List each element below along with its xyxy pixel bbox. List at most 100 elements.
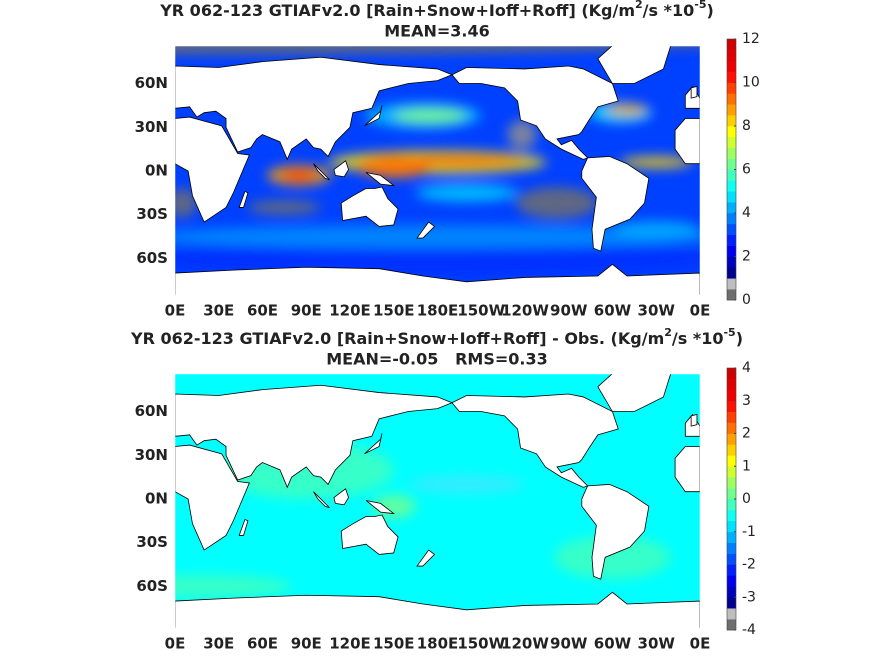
land xyxy=(238,190,249,208)
lon-label: 120E xyxy=(329,302,371,320)
colorbar-segment xyxy=(727,289,736,301)
title-text: ) xyxy=(706,1,713,20)
colorbar-tick-label: 8 xyxy=(742,118,751,134)
lon-label: 60W xyxy=(594,302,632,320)
land xyxy=(581,484,650,580)
title-text: /s *10 xyxy=(643,1,695,20)
colorbar-tick-label: 0 xyxy=(742,491,751,507)
land xyxy=(597,374,672,412)
lon-label: 0E xyxy=(165,635,186,653)
colorbar-segment xyxy=(727,136,736,149)
land xyxy=(238,518,249,536)
lon-label: 150E xyxy=(373,635,415,653)
colorbar-segment xyxy=(727,378,736,391)
lon-label: 150W xyxy=(457,635,505,653)
colorbar-segment xyxy=(727,278,736,290)
colorbar-segment xyxy=(727,213,736,225)
lon-label: 120W xyxy=(501,635,549,653)
field-blob xyxy=(357,154,431,179)
colorbar-segment xyxy=(727,389,736,402)
colorbar-tick-label: 1 xyxy=(742,458,751,474)
field-blob xyxy=(619,156,693,169)
land xyxy=(451,65,619,160)
colorbar-segment xyxy=(727,575,736,587)
land xyxy=(175,56,454,161)
lat-label: 60S xyxy=(136,249,168,267)
colorbar-segment xyxy=(727,619,736,631)
colorbar-segment xyxy=(727,126,736,138)
lon-label: 30W xyxy=(638,635,676,653)
field-blob xyxy=(393,108,467,123)
land xyxy=(333,160,349,178)
lon-label: 150W xyxy=(457,302,505,320)
colorbar-segment xyxy=(727,223,736,236)
colorbar-segment xyxy=(727,60,736,72)
title-superscript: -5 xyxy=(723,326,735,339)
colorbar-segment xyxy=(727,488,736,500)
colorbar-segment xyxy=(727,499,736,511)
colorbar-tick-label: 0 xyxy=(742,292,751,308)
land xyxy=(313,491,330,509)
colorbar-segment xyxy=(727,509,736,522)
colorbar-segment xyxy=(727,477,736,489)
colorbar-segment xyxy=(727,169,736,181)
colorbar-segment xyxy=(727,564,736,576)
field-blob xyxy=(247,200,321,215)
land xyxy=(690,413,698,427)
land xyxy=(416,221,436,239)
field-blob xyxy=(507,119,537,150)
colorbar-segment xyxy=(727,411,736,423)
colorbar-segment xyxy=(727,39,736,51)
field xyxy=(175,374,700,628)
colorbar-segment xyxy=(727,256,736,268)
field-blob xyxy=(554,535,671,580)
field-blob xyxy=(612,220,700,239)
land xyxy=(313,163,330,181)
colorbar-segment xyxy=(727,158,736,170)
panel-stats: MEAN=3.46 xyxy=(384,22,490,41)
colorbar-segment xyxy=(727,234,736,246)
field xyxy=(175,46,700,295)
lat-label: 30S xyxy=(136,205,168,223)
lon-label: 90W xyxy=(550,302,588,320)
lon-label: 180E xyxy=(417,635,459,653)
colorbar-segment xyxy=(727,597,736,609)
lat-label: 30S xyxy=(136,533,168,551)
colorbar-segment xyxy=(727,93,736,105)
land xyxy=(175,444,250,551)
land xyxy=(690,85,698,99)
colorbar-tick-label: -2 xyxy=(742,557,756,573)
colorbar-tick-label: 2 xyxy=(742,426,751,442)
colorbar-tick-label: 4 xyxy=(742,360,751,376)
lon-label: 120W xyxy=(501,302,549,320)
land xyxy=(333,488,349,506)
colorbar-segment xyxy=(727,542,736,554)
colorbar-tick-label: 6 xyxy=(742,162,751,178)
panel-title: YR 062-123 GTIAFv2.0 [Rain+Snow+Ioff+Rof… xyxy=(130,326,743,348)
land xyxy=(416,549,436,567)
colorbar-tick-label: 2 xyxy=(742,249,751,265)
map-frame xyxy=(174,373,701,629)
colorbar-segment xyxy=(727,267,736,279)
colorbar-tick-label: -3 xyxy=(742,589,756,605)
lat-label: 0N xyxy=(145,490,168,508)
field-blob xyxy=(175,224,700,249)
lon-label: 90E xyxy=(291,635,322,653)
colorbar-tick-label: 12 xyxy=(742,31,760,47)
map-frame xyxy=(174,45,701,296)
colorbar-tick-label: -4 xyxy=(742,622,756,638)
colorbar-tick-label: 10 xyxy=(742,75,760,91)
field-blob xyxy=(408,475,525,494)
colorbar-segment xyxy=(727,191,736,203)
lon-label: 90E xyxy=(291,302,322,320)
colorbar-tick-label: 4 xyxy=(742,205,751,221)
lat-label: 30N xyxy=(135,446,168,464)
lon-label: 180E xyxy=(417,302,459,320)
colorbar-segment xyxy=(727,455,736,467)
colorbar-segment xyxy=(727,104,736,116)
colorbar-segment xyxy=(727,586,736,598)
colorbar-segment xyxy=(727,531,736,543)
lon-label: 0E xyxy=(690,302,711,320)
colorbar-segment xyxy=(727,245,736,257)
